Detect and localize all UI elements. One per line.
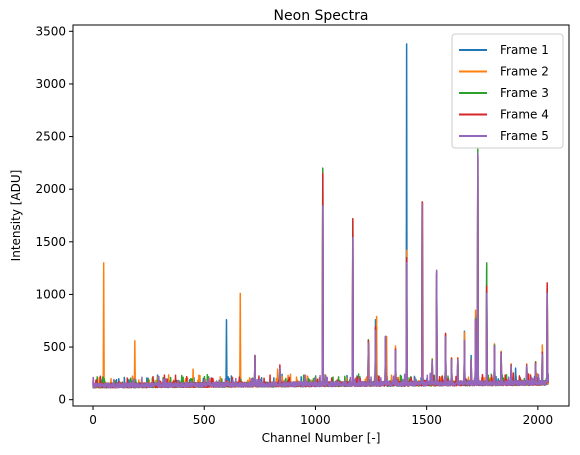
y-tick-label: 3500 [35,24,66,38]
series-layer [92,43,550,389]
y-tick-label: 1000 [35,287,66,301]
y-tick-label: 0 [58,393,66,407]
x-tick-label: 2000 [523,413,554,427]
legend-label: Frame 3 [500,86,549,100]
legend-box [451,33,564,149]
series-line-2 [92,155,550,389]
legend-label: Frame 5 [500,129,549,143]
y-tick-label: 3000 [35,77,66,91]
legend-label: Frame 2 [500,65,549,79]
series-line-3 [92,148,550,389]
x-axis: 0 500 1000 1500 2000 [89,406,553,427]
legend-label: Frame 1 [500,43,549,57]
y-tick-label: 2500 [35,130,66,144]
y-axis: 0 500 1000 1500 2000 2500 3000 3500 [35,24,73,407]
y-tick-label: 1500 [35,235,66,249]
x-tick-label: 0 [89,413,97,427]
series-line-5 [92,152,550,389]
series-line-4 [92,154,550,389]
legend-label: Frame 4 [500,108,549,122]
y-tick-label: 2000 [35,182,66,196]
y-tick-label: 500 [43,340,66,354]
plot-frame [72,24,570,407]
legend: Frame 1 Frame 2 Frame 3 Frame 4 Frame 5 [451,33,564,149]
x-tick-label: 1500 [411,413,442,427]
y-axis-title: Intensity [ADU] [9,170,23,262]
x-tick-label: 500 [193,413,216,427]
x-axis-title: Channel Number [-] [262,431,381,445]
legend-items: Frame 1 Frame 2 Frame 3 Frame 4 Frame 5 [459,43,549,143]
x-tick-label: 1000 [300,413,331,427]
chart-title: Neon Spectra [274,8,369,24]
